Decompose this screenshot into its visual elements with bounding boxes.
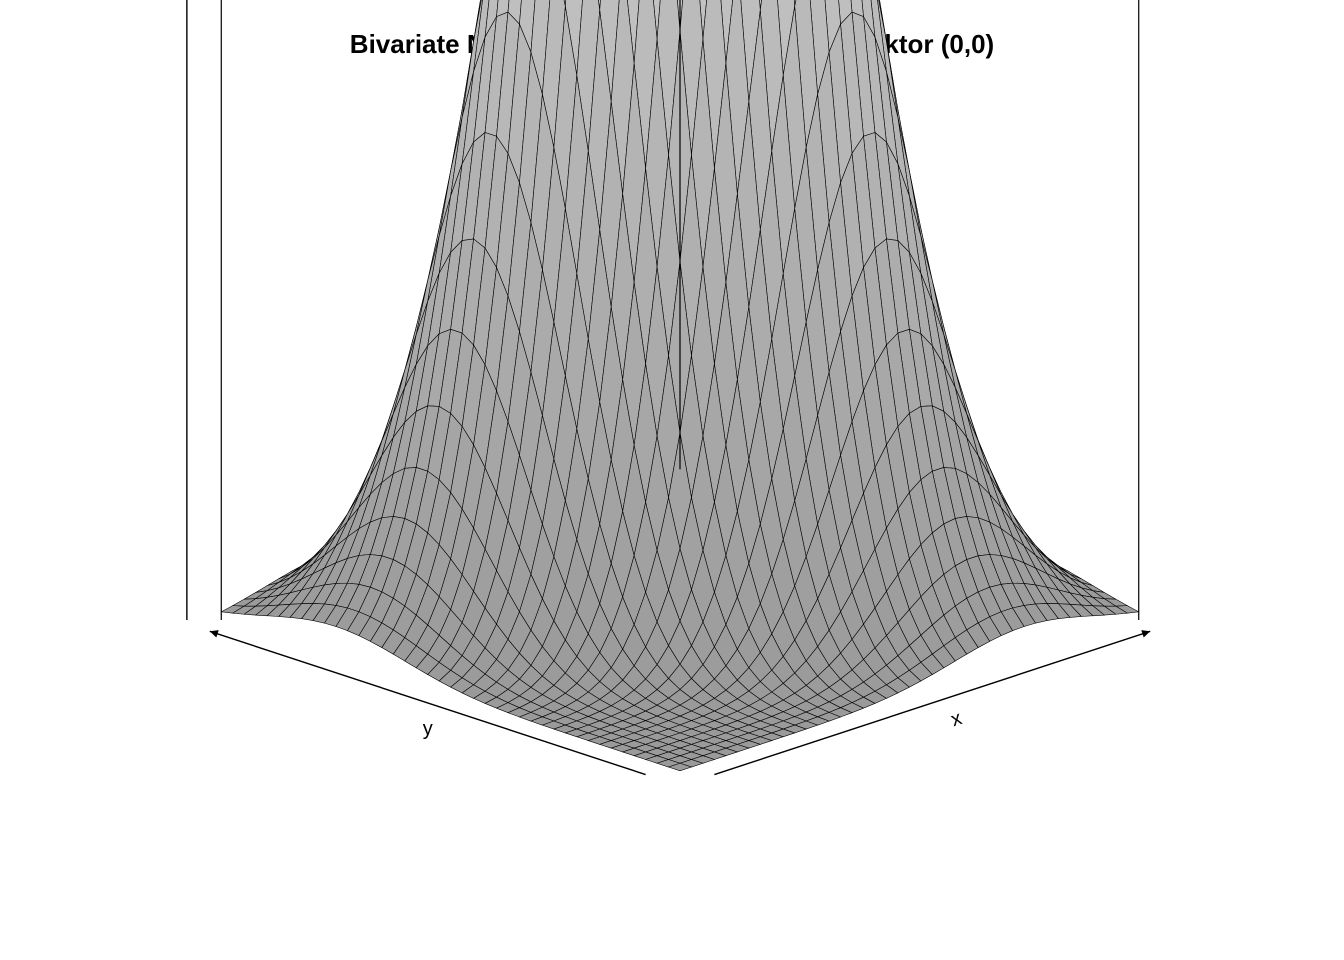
surface-plot: yxWahrscheinlichkeitsdichte bbox=[0, 0, 1344, 960]
axis-arrowhead bbox=[210, 630, 219, 637]
x-axis-label: x bbox=[948, 707, 964, 731]
chart-container: Bivariate Normalverteilung mit Mittelwer… bbox=[0, 0, 1344, 960]
axis-arrowhead bbox=[1141, 630, 1150, 637]
y-axis-label: y bbox=[423, 718, 433, 740]
